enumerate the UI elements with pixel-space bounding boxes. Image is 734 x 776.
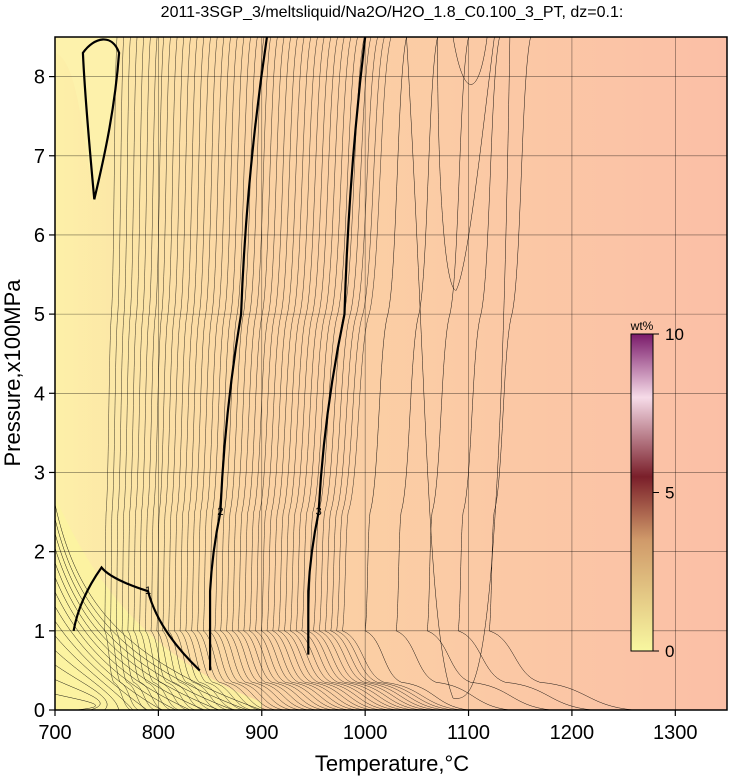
thin-contour-54 [55,679,101,710]
thin-contour-28 [266,37,357,710]
y-tick-label-2: 2 [34,542,45,564]
thin-contour-41 [342,37,462,710]
chart-title: 2011-3SGP_3/meltsliquid/Na2O/H2O_1.8_C0.… [161,4,624,21]
thin-contour-19 [214,37,284,710]
thin-contour-55 [55,693,96,710]
thin-contour-5 [133,37,171,710]
thin-contour-53 [55,664,108,710]
colorbar-title: wt% [630,319,654,333]
thin-contour-0 [104,37,131,710]
thin-contour-58 [426,37,552,710]
thin-contour-20 [220,37,292,710]
y-tick-label-3: 3 [34,462,45,484]
thin-contour-57 [395,37,510,710]
y-tick-label-6: 6 [34,225,45,247]
thin-contour-32 [289,37,389,710]
thin-contour-31 [284,37,381,710]
low-corner-shade [55,496,262,710]
thin-contour-43 [55,518,248,710]
thin-contour-22 [231,37,309,710]
thin-contour-30 [278,37,373,710]
thin-contour-35 [307,37,413,710]
thin-contour-39 [330,37,446,710]
contour-label-3: 3 [316,506,322,518]
upper-left-shade [55,37,118,204]
x-tick-label-4: 1100 [447,722,490,744]
y-tick-label-4: 4 [34,383,45,405]
x-axis-label: Temperature,°C [315,751,469,776]
thin-contour-33 [295,37,397,710]
thin-contour-21 [226,37,300,710]
thin-contour-48 [55,591,176,710]
thin-contour-37 [318,37,430,710]
thin-contour-10 [162,37,212,710]
thin-contour-3 [121,37,155,710]
thin-contour-25 [249,37,333,710]
contour-level-2 [208,37,269,671]
thin-contour-34 [301,37,405,710]
thin-contour-1 [110,37,139,710]
thin-contour-6 [139,37,179,710]
thin-contour-47 [55,577,191,710]
thin-contour-27 [260,37,349,710]
thin-contour-44 [55,533,234,710]
thin-contour-4 [127,37,163,710]
thin-contour-9 [156,37,204,710]
y-tick-label-8: 8 [34,67,45,89]
thin-contour-45 [55,547,219,710]
y-axis-label: Pressure,x100MPa [0,279,25,467]
thin-contour-56 [364,37,469,710]
x-tick-label-0: 700 [38,722,71,744]
thin-contour-8 [150,37,196,710]
colorbar-tick-label-1: 5 [665,484,674,503]
thin-contour-46 [55,562,205,710]
x-tick-label-1: 800 [142,722,175,744]
colorbar: wt% 0 5 10 [630,319,684,661]
contour-label-2: 2 [217,506,223,518]
thin-contour-11 [168,37,220,710]
thin-contour-60 [488,37,634,710]
thin-contour-59 [457,37,593,710]
loop-contour-lower [406,37,511,699]
contour-level-1-loop [81,38,121,200]
thin-contour-2 [115,37,147,710]
thin-contour-40 [336,37,454,710]
thin-contour-42 [55,504,262,710]
y-tick-label-1: 1 [34,621,45,643]
colorbar-tick-label-2: 10 [665,325,684,344]
thin-contour-18 [208,37,276,710]
colorbar-scale [630,333,654,652]
plot-frame [54,36,728,711]
thin-contour-50 [55,620,148,710]
x-tick-label-6: 1300 [653,722,698,744]
x-tick-label-5: 1200 [550,722,595,744]
thin-contour-24 [243,37,325,710]
contour-level-1 [72,565,201,672]
contour-label-1: 1 [145,585,151,597]
thin-contour-49 [55,606,162,710]
x-tick-label-2: 900 [245,722,278,744]
loop-contour-upper [452,37,488,85]
thin-contour-26 [255,37,341,710]
thin-contour-29 [272,37,365,710]
loop-contour-mid [437,37,495,291]
y-tick-label-0: 0 [34,700,45,722]
plot-background [55,37,727,710]
contour-level-3 [307,37,367,655]
colorbar-tick-label-0: 0 [665,642,674,661]
thin-contour-51 [55,635,134,710]
thin-contour-52 [55,650,119,710]
y-tick-label-5: 5 [34,304,45,326]
y-tick-label-7: 7 [34,146,45,168]
x-tick-label-3: 1000 [343,722,388,744]
thin-contour-38 [324,37,438,710]
